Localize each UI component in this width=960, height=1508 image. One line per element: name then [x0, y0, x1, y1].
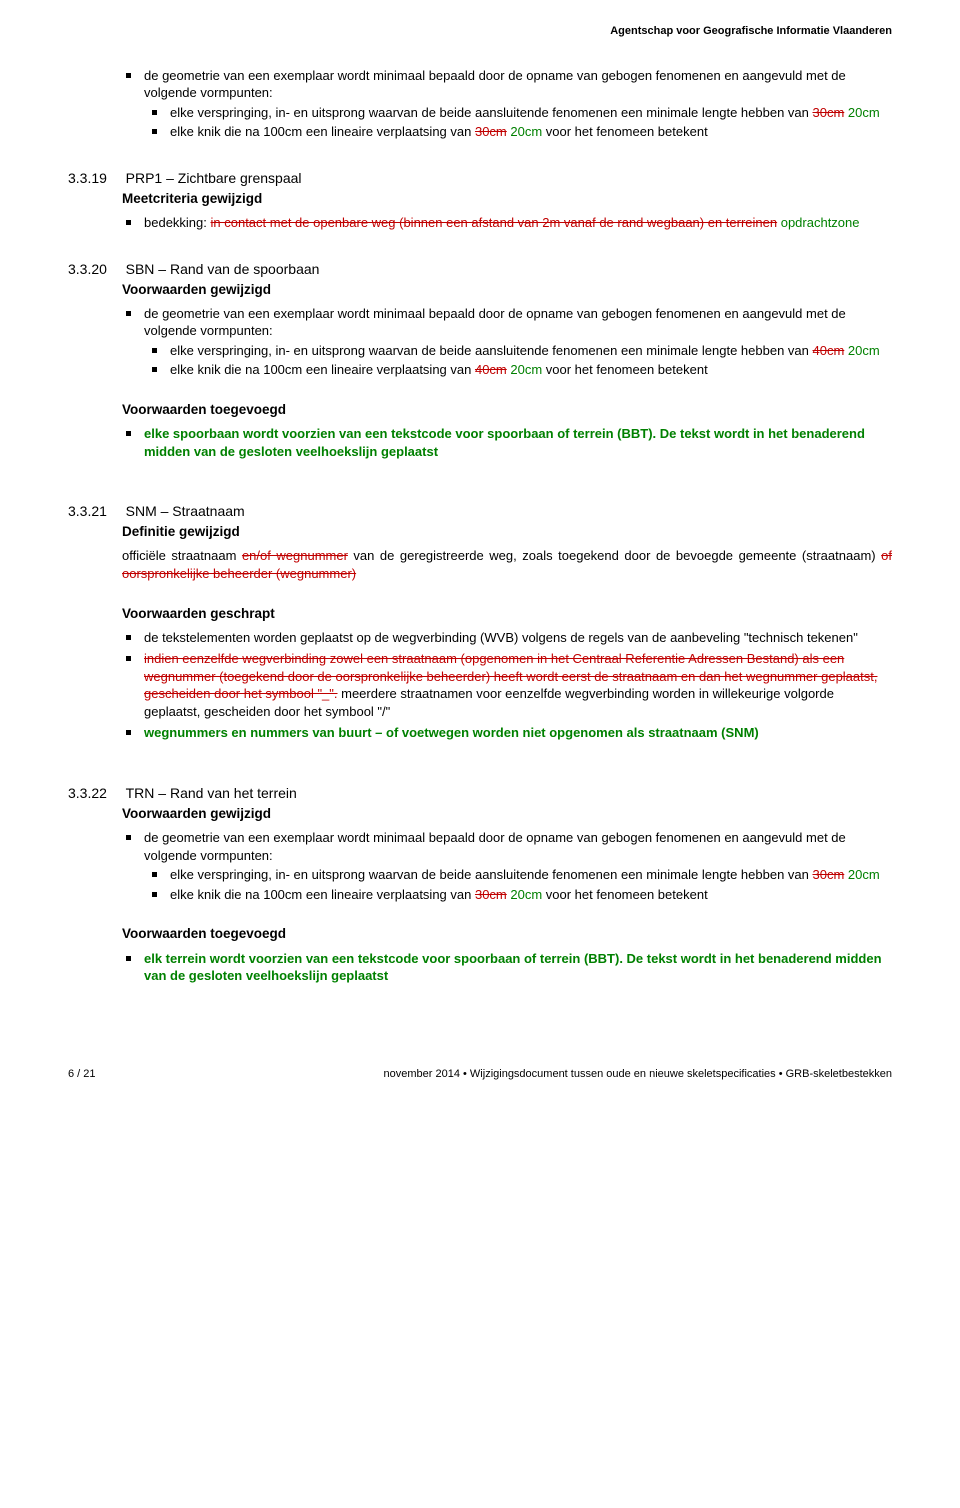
section-ref: 3.3.22: [68, 784, 122, 803]
subheading: Voorwaarden gewijzigd: [122, 281, 892, 299]
section-title: TRN – Rand van het terrein: [126, 784, 297, 803]
footer-page: 6 / 21: [68, 1067, 96, 1082]
text: elke knik die na 100cm een lineaire verp…: [170, 124, 475, 139]
continuation-list: de geometrie van een exemplaar wordt min…: [122, 67, 892, 141]
added-text: 20cm: [844, 105, 879, 120]
added-text: opdrachtzone: [777, 215, 859, 230]
subheading: Voorwaarden toegevoegd: [122, 925, 892, 943]
text: de geometrie van een exemplaar wordt min…: [144, 830, 846, 863]
header-org: Agentschap voor Geografische Informatie …: [68, 24, 892, 39]
text: voor het fenomeen betekent: [542, 887, 708, 902]
deleted-text: 30cm: [812, 867, 844, 882]
deleted-text: in contact met de openbare weg (binnen e…: [211, 215, 778, 230]
list-item: de geometrie van een exemplaar wordt min…: [144, 67, 892, 141]
text: voor het fenomeen betekent: [542, 124, 708, 139]
added-text: 20cm: [507, 887, 542, 902]
text: elke verspringing, in- en uitsprong waar…: [170, 105, 812, 120]
bullet-list: de geometrie van een exemplaar wordt min…: [122, 829, 892, 903]
list-item: elke verspringing, in- en uitsprong waar…: [170, 866, 892, 884]
list-item: elke verspringing, in- en uitsprong waar…: [170, 104, 892, 122]
text: officiële straatnaam: [122, 548, 242, 563]
section-ref: 3.3.21: [68, 502, 122, 521]
added-text: 20cm: [507, 362, 542, 377]
section-title: SBN – Rand van de spoorbaan: [126, 260, 320, 279]
deleted-text: 40cm: [475, 362, 507, 377]
list-item: wegnummers en nummers van buurt – of voe…: [144, 724, 892, 742]
deleted-text: 30cm: [475, 887, 507, 902]
list-item: de geometrie van een exemplaar wordt min…: [144, 305, 892, 379]
bullet-list: de tekstelementen worden geplaatst op de…: [122, 629, 892, 742]
text: de geometrie van een exemplaar wordt min…: [144, 306, 846, 339]
text: bedekking:: [144, 215, 211, 230]
added-text: 20cm: [507, 124, 542, 139]
list-item: de geometrie van een exemplaar wordt min…: [144, 829, 892, 903]
text: voor het fenomeen betekent: [542, 362, 708, 377]
subheading: Voorwaarden geschrapt: [122, 605, 892, 623]
subheading: Voorwaarden gewijzigd: [122, 805, 892, 823]
section-ref: 3.3.19: [68, 169, 122, 188]
deleted-text: 30cm: [475, 124, 507, 139]
subheading: Definitie gewijzigd: [122, 523, 892, 541]
definition-paragraph: officiële straatnaam en/of wegnummer van…: [122, 547, 892, 582]
section-ref: 3.3.20: [68, 260, 122, 279]
text: elke knik die na 100cm een lineaire verp…: [170, 887, 475, 902]
deleted-text: en/of wegnummer: [242, 548, 348, 563]
deleted-text: 40cm: [812, 343, 844, 358]
added-text: elke spoorbaan wordt voorzien van een te…: [144, 426, 865, 459]
bullet-list: elke spoorbaan wordt voorzien van een te…: [122, 425, 892, 460]
subheading: Meetcriteria gewijzigd: [122, 190, 892, 208]
deleted-text: 30cm: [812, 105, 844, 120]
list-item: elke knik die na 100cm een lineaire verp…: [170, 886, 892, 904]
bullet-list: elk terrein wordt voorzien van een tekst…: [122, 950, 892, 985]
list-item: elke knik die na 100cm een lineaire verp…: [170, 361, 892, 379]
section-title: PRP1 – Zichtbare grenspaal: [126, 169, 302, 188]
section-title: SNM – Straatnaam: [126, 502, 245, 521]
added-text: elk terrein wordt voorzien van een tekst…: [144, 951, 882, 984]
list-item: indien eenzelfde wegverbinding zowel een…: [144, 650, 892, 720]
footer-text: november 2014 • Wijzigingsdocument tusse…: [384, 1067, 892, 1082]
footer: 6 / 21 november 2014 • Wijzigingsdocumen…: [0, 1067, 960, 1082]
list-item: elke knik die na 100cm een lineaire verp…: [170, 123, 892, 141]
list-item: elke spoorbaan wordt voorzien van een te…: [144, 425, 892, 460]
text: de geometrie van een exemplaar wordt min…: [144, 68, 846, 101]
bullet-list: bedekking: in contact met de openbare we…: [122, 214, 892, 232]
list-item: elk terrein wordt voorzien van een tekst…: [144, 950, 892, 985]
list-item: elke verspringing, in- en uitsprong waar…: [170, 342, 892, 360]
added-text: 20cm: [844, 343, 879, 358]
text: elke knik die na 100cm een lineaire verp…: [170, 362, 475, 377]
text: van de geregistreerde weg, zoals toegeke…: [348, 548, 881, 563]
bullet-list: de geometrie van een exemplaar wordt min…: [122, 305, 892, 379]
list-item: bedekking: in contact met de openbare we…: [144, 214, 892, 232]
added-text: 20cm: [844, 867, 879, 882]
list-item: de tekstelementen worden geplaatst op de…: [144, 629, 892, 647]
subheading: Voorwaarden toegevoegd: [122, 401, 892, 419]
text: de tekstelementen worden geplaatst op de…: [144, 630, 858, 645]
added-text: wegnummers en nummers van buurt – of voe…: [144, 725, 759, 740]
text: elke verspringing, in- en uitsprong waar…: [170, 867, 812, 882]
text: elke verspringing, in- en uitsprong waar…: [170, 343, 812, 358]
